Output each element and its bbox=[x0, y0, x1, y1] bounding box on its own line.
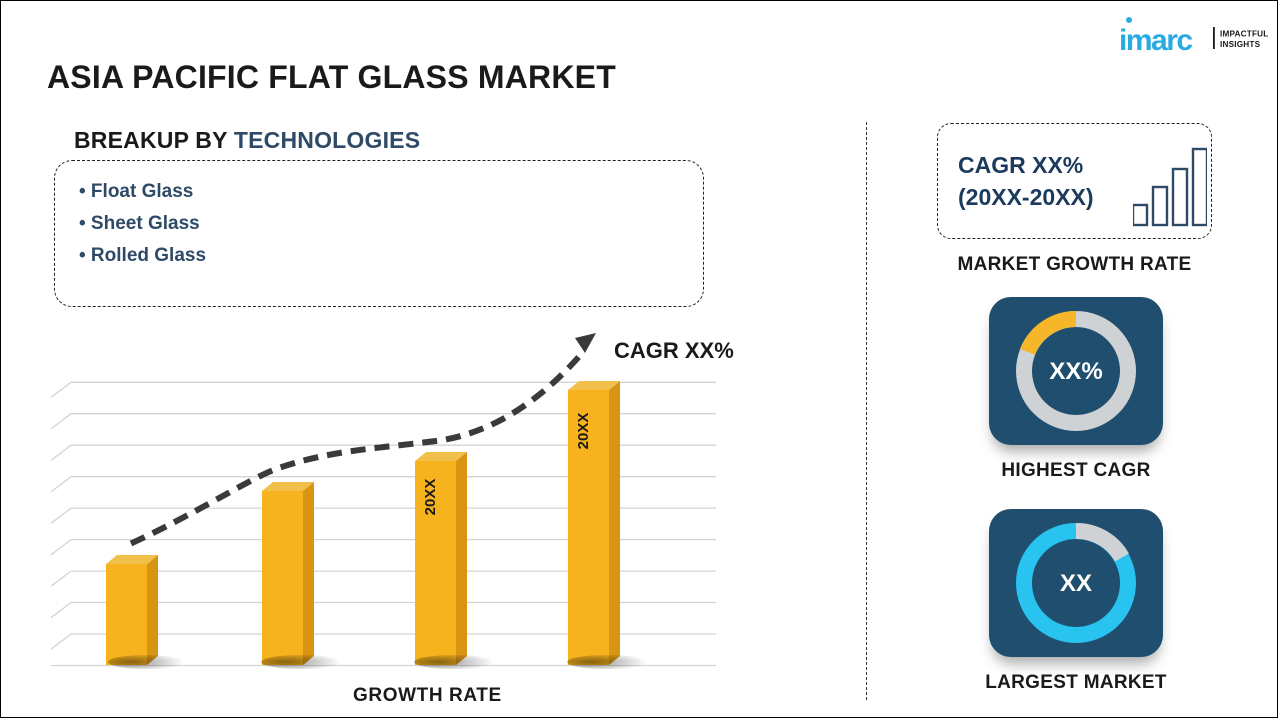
svg-text:INSIGHTS: INSIGHTS bbox=[1220, 40, 1261, 49]
svg-text:IMPACTFUL: IMPACTFUL bbox=[1220, 30, 1269, 39]
svg-text:20XX: 20XX bbox=[422, 479, 439, 516]
svg-text:XX%: XX% bbox=[1049, 358, 1102, 385]
svg-text:GROWTH RATE: GROWTH RATE bbox=[353, 685, 502, 706]
svg-text:20XX: 20XX bbox=[575, 413, 592, 450]
svg-text:XX: XX bbox=[1060, 570, 1092, 597]
svg-text:CAGR XX%: CAGR XX% bbox=[614, 338, 734, 363]
svg-text:imarc: imarc bbox=[1119, 24, 1192, 57]
